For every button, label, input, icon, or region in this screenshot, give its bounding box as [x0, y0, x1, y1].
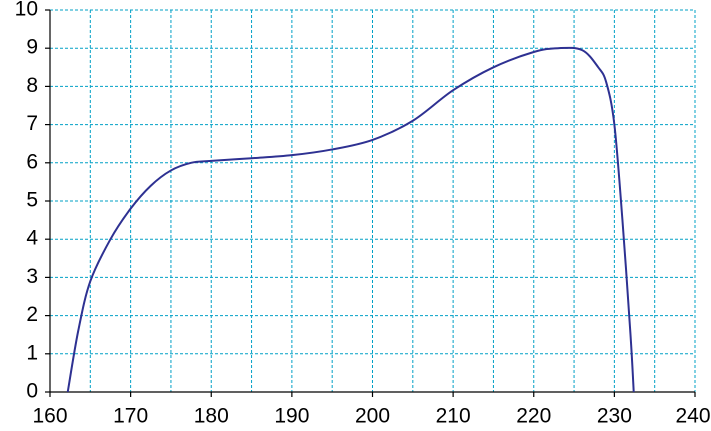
x-tick-label: 240: [675, 405, 710, 428]
x-tick-label: 200: [355, 405, 390, 428]
x-tick-label: 160: [32, 405, 67, 428]
y-tick-label: 1: [26, 341, 38, 364]
y-tick-label: 8: [26, 74, 38, 97]
data-line: [66, 46, 635, 393]
y-tick-label: 7: [26, 112, 38, 135]
x-tick-label: 220: [516, 405, 551, 428]
y-tick-label: 4: [26, 227, 38, 250]
y-tick-label: 5: [26, 189, 38, 212]
x-tick-label: 180: [194, 405, 229, 428]
x-tick-label: 210: [436, 405, 471, 428]
y-tick-label: 10: [15, 0, 38, 21]
y-tick-label: 3: [26, 265, 38, 288]
y-tick-label: 0: [26, 380, 38, 403]
x-tick-label: 230: [597, 405, 632, 428]
y-tick-label: 6: [26, 150, 38, 173]
y-tick-label: 9: [26, 36, 38, 59]
y-tick-label: 2: [26, 303, 38, 326]
x-tick-label: 190: [274, 405, 309, 428]
x-tick-label: 170: [113, 405, 148, 428]
